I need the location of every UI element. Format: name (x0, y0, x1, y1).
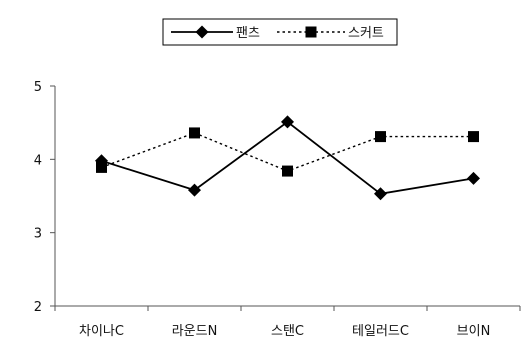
x-tick-label: 차이나C (79, 324, 124, 339)
legend-label-pants: 팬츠 (236, 26, 260, 41)
square-marker (375, 131, 386, 143)
y-tick-label: 5 (34, 80, 42, 95)
y-tick-label: 3 (34, 227, 42, 242)
x-tick-label: 스탠C (271, 324, 304, 339)
diamond-marker (95, 154, 108, 168)
legend-square-icon (305, 26, 317, 38)
y-tick-label: 4 (34, 153, 42, 168)
diamond-marker (281, 115, 294, 129)
square-marker (468, 131, 479, 143)
legend-label-skirt: 스커트 (348, 26, 384, 41)
diamond-marker (467, 171, 480, 185)
series-line-skirt (101, 132, 474, 172)
diamond-marker (188, 183, 201, 197)
square-marker (189, 127, 200, 139)
y-tick-label: 2 (34, 300, 42, 315)
square-marker (282, 165, 293, 177)
legend-diamond-icon (195, 25, 209, 39)
x-tick-label: 테일러드C (352, 324, 409, 339)
legend: 팬츠 스커트 (162, 18, 398, 46)
axes: 2 3 4 5 차이나C 라운드N 스탠C 테일러드C 브이N (34, 80, 521, 339)
series-line-pants (101, 120, 474, 195)
diamond-marker (374, 187, 387, 201)
series-layer (95, 115, 480, 201)
x-tick-label: 라운드N (172, 324, 218, 339)
square-marker (96, 161, 107, 173)
x-tick-label: 브이N (457, 324, 491, 339)
